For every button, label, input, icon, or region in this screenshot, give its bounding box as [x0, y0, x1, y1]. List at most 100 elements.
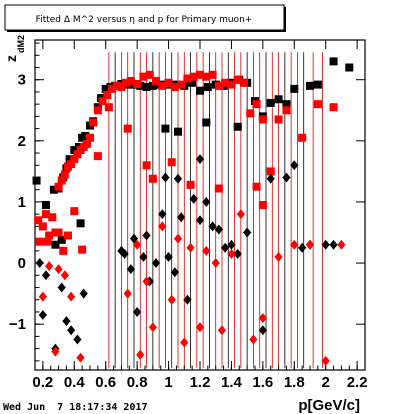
data-point-square [93, 106, 102, 115]
data-point-diamond [218, 325, 226, 336]
data-point-diamond [233, 248, 242, 259]
data-point-diamond [167, 294, 176, 305]
data-point-diamond [170, 267, 179, 278]
data-point-square [221, 78, 230, 87]
data-point-diamond [249, 334, 258, 345]
data-point-square [214, 184, 223, 193]
data-point-diamond [321, 355, 330, 366]
data-point-diamond [133, 239, 142, 250]
data-point-square [186, 180, 195, 189]
data-point-square [32, 176, 41, 185]
y-axis-label: z [3, 55, 19, 62]
data-point-square [86, 133, 94, 142]
data-point-square [202, 72, 211, 81]
data-point-square [49, 185, 58, 194]
data-point-square [252, 100, 261, 109]
data-point-square [148, 174, 157, 183]
data-point-square [78, 245, 87, 254]
data-point-diamond [258, 325, 267, 336]
data-point-square [174, 127, 182, 136]
data-point-square [290, 84, 299, 93]
data-point-square [227, 80, 236, 89]
data-point-square [152, 76, 160, 85]
data-point-diamond [51, 346, 60, 357]
data-point-diamond [196, 322, 204, 333]
error-bars [108, 52, 323, 369]
data-point-diamond [158, 221, 167, 232]
data-point-square [282, 106, 291, 115]
data-point-diamond [42, 270, 50, 281]
data-point-diamond [79, 288, 88, 299]
data-point-diamond [60, 270, 69, 281]
data-point-square [274, 115, 283, 124]
data-point-square [117, 83, 126, 92]
x-tick-label: 0.6 [95, 374, 116, 391]
data-point-diamond [148, 322, 157, 333]
data-point-diamond [177, 212, 186, 223]
data-point-square [189, 72, 198, 81]
x-axis-ticks: 0.2 0.4 0.6 0.8 1 1.2 1.4 1.6 1.8 2 2.2 [32, 40, 368, 391]
data-point-diamond [202, 196, 211, 207]
timestamp: Wed Jun 7 18:17:34 2017 [3, 402, 148, 413]
data-point-square [93, 152, 102, 161]
data-point-diamond [161, 172, 170, 183]
data-point-diamond [189, 193, 198, 204]
data-point-square [38, 222, 47, 231]
data-point-square [274, 95, 283, 104]
data-point-square [70, 207, 79, 216]
data-point-square [73, 150, 82, 159]
data-point-square [177, 80, 186, 89]
data-point-square [126, 76, 135, 85]
data-point-square [258, 115, 267, 124]
data-point-diamond [196, 154, 204, 165]
data-point-diamond [35, 258, 44, 269]
data-point-square [34, 216, 43, 225]
data-point-diamond [158, 209, 167, 220]
data-point-square [67, 160, 76, 169]
data-point-diamond [67, 291, 76, 302]
data-point-diamond [152, 258, 160, 269]
data-point-diamond [243, 227, 252, 238]
data-point-square [70, 155, 79, 164]
data-point-diamond [67, 325, 76, 336]
data-point-square [202, 118, 211, 127]
x-tick-label: 2.2 [347, 374, 368, 391]
data-point-square [45, 231, 54, 240]
data-point-square [57, 176, 66, 185]
data-point-diamond [214, 224, 223, 235]
data-point-square [345, 63, 354, 72]
data-point-square [65, 155, 74, 164]
data-point-square [252, 182, 261, 191]
chart-title: Fitted Δ M^2 versus η and p for Primary … [36, 15, 253, 25]
data-point-diamond [117, 245, 126, 256]
title-box: Fitted Δ M^2 versus η and p for Primary … [4, 4, 286, 32]
data-point-square [164, 78, 173, 87]
x-tick-label: 1.4 [221, 374, 243, 391]
data-point-square [203, 83, 212, 92]
data-point-square [183, 74, 192, 83]
data-point-diamond [57, 282, 66, 293]
data-point-square [233, 122, 242, 131]
data-point-square [57, 235, 66, 244]
y-tick-label: −1 [9, 316, 26, 333]
data-point-diamond [123, 288, 132, 299]
data-point-diamond [139, 251, 148, 262]
data-point-diamond [142, 230, 151, 241]
data-point-square [123, 124, 132, 133]
data-point-square [167, 158, 176, 167]
data-point-square [103, 91, 112, 99]
data-point-diamond [142, 276, 151, 287]
data-point-diamond [130, 233, 138, 244]
data-point-diamond [227, 248, 236, 259]
data-point-diamond [274, 251, 283, 262]
data-point-diamond [180, 337, 189, 348]
data-point-square [246, 109, 255, 118]
data-point-square [148, 81, 157, 90]
data-point-square [306, 81, 314, 90]
x-axis-label: p[GeV/c] [298, 397, 360, 414]
data-point-square [208, 70, 217, 79]
data-point-diamond [186, 242, 195, 253]
data-point-square [59, 246, 68, 255]
data-point-square [161, 124, 170, 133]
